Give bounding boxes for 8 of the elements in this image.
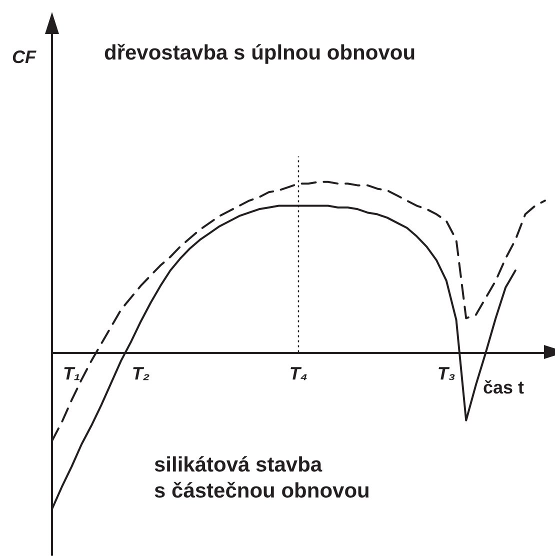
text: dřevostavba s úplnou obnovou xyxy=(104,42,416,64)
x-tick-label: T₁ xyxy=(63,363,80,384)
x-tick-label: T₄ xyxy=(289,363,308,384)
annotation: silikátová stavba s částečnou obnovou xyxy=(154,454,370,502)
x-axis-title: čas t xyxy=(483,377,524,398)
x-tick-label: T₃ xyxy=(437,363,456,384)
text: CF xyxy=(12,47,37,67)
x-tick-label: T₂ xyxy=(132,363,150,384)
